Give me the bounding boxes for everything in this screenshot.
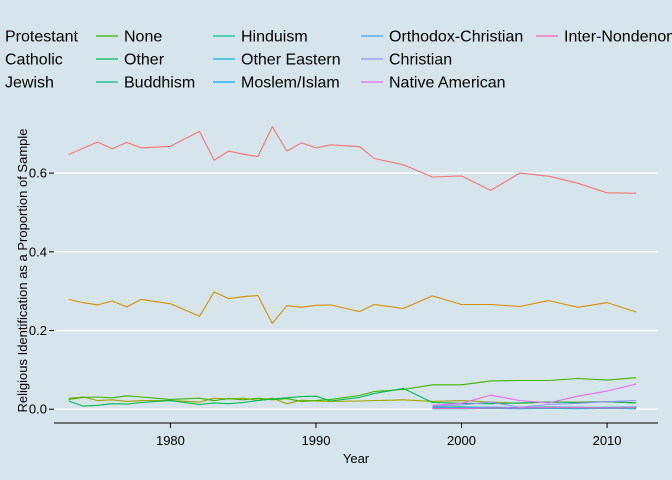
- legend-label-8: Moslem/Islam: [241, 75, 340, 92]
- legend-label-2: Jewish: [5, 75, 54, 92]
- legend-label-3: None: [124, 29, 162, 46]
- series-line-0: [68, 126, 637, 194]
- legend: Protestant Catholic Jewish None Other Buddhis…: [5, 29, 672, 92]
- legend-label-9: Orthodox-Christian: [389, 29, 523, 46]
- series-line-3: [68, 377, 637, 402]
- legend-label-5: Buddhism: [124, 75, 195, 92]
- legend-label-0: Protestant: [5, 29, 78, 46]
- y-tick-label-1: 0.2: [29, 323, 47, 338]
- legend-label-1: Catholic: [5, 52, 63, 69]
- y-axis-title: Religious Identification as a Proportion…: [15, 129, 30, 413]
- legend-label-11: Native American: [389, 75, 506, 92]
- x-tick-label-0: 1980: [156, 433, 185, 448]
- series-lines: [68, 126, 637, 410]
- legend-label-10: Christian: [389, 52, 452, 69]
- y-tick-label-3: 0.6: [29, 166, 47, 181]
- series-line-4: [68, 387, 637, 407]
- series-line-11: [432, 383, 637, 406]
- gridlines: [54, 172, 658, 410]
- x-tick-label-2: 2000: [447, 433, 476, 448]
- axes: 1980 1990 2000 2010 0.0 0.2 0.4 0.6: [29, 166, 658, 448]
- series-line-1: [68, 291, 637, 324]
- legend-label-7: Other Eastern: [241, 52, 341, 69]
- series-line-2: [68, 396, 637, 405]
- x-tick-label-1: 1990: [302, 433, 331, 448]
- series-line-12: [432, 407, 637, 409]
- x-axis-title: Year: [343, 451, 370, 466]
- series-line-10: [432, 400, 637, 408]
- legend-label-12: Inter-Nondenominational: [564, 29, 672, 46]
- legend-label-6: Hinduism: [241, 29, 308, 46]
- y-tick-label-0: 0.0: [29, 402, 47, 417]
- legend-label-4: Other: [124, 52, 165, 69]
- y-tick-label-2: 0.4: [29, 244, 47, 259]
- x-tick-label-3: 2010: [593, 433, 622, 448]
